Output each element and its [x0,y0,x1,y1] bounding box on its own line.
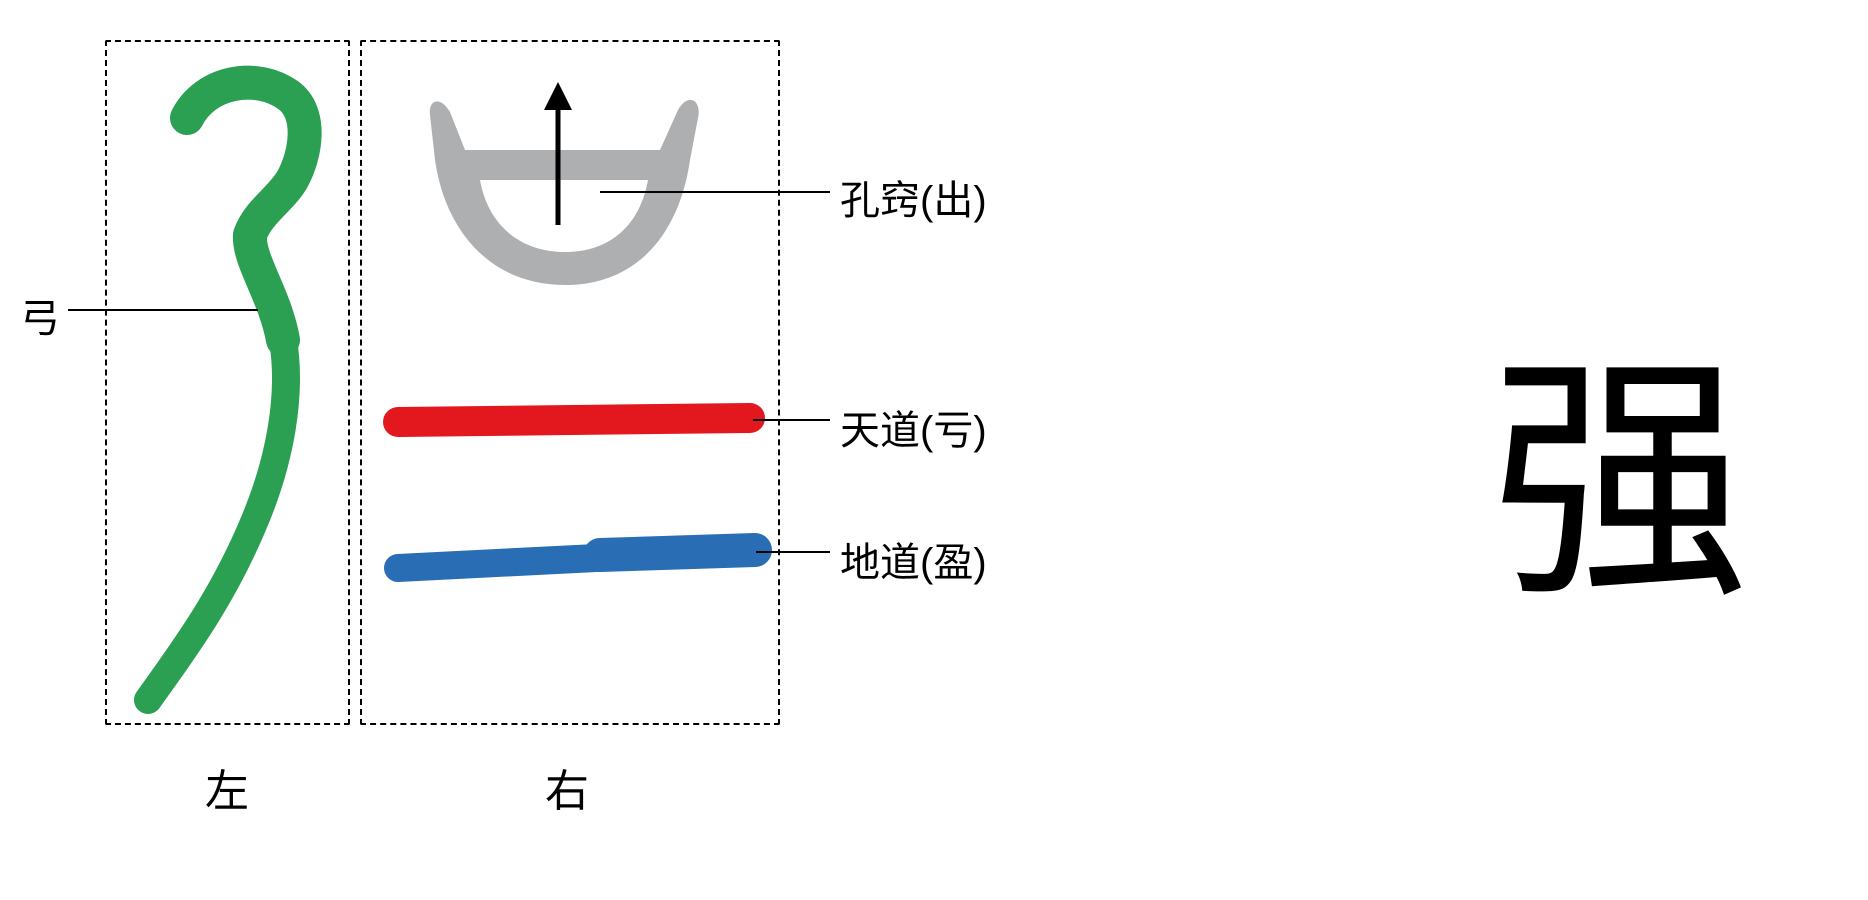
earth-stroke [398,550,755,568]
cavity-label: 孔窍(出) [840,168,987,226]
right-box-label: 右 [545,755,589,819]
bow-stroke [148,83,305,700]
bow-label: 弓 [20,286,60,344]
left-box-label: 左 [205,755,249,819]
result-character: 强 [1490,270,1750,647]
heaven-stroke [398,418,750,422]
heaven-label: 天道(亏) [840,398,987,456]
character-etymology-diagram: 弓 孔窍(出) 天道(亏) 地道(盈) 左 右 强 [0,0,1868,900]
earth-label: 地道(盈) [840,530,987,588]
